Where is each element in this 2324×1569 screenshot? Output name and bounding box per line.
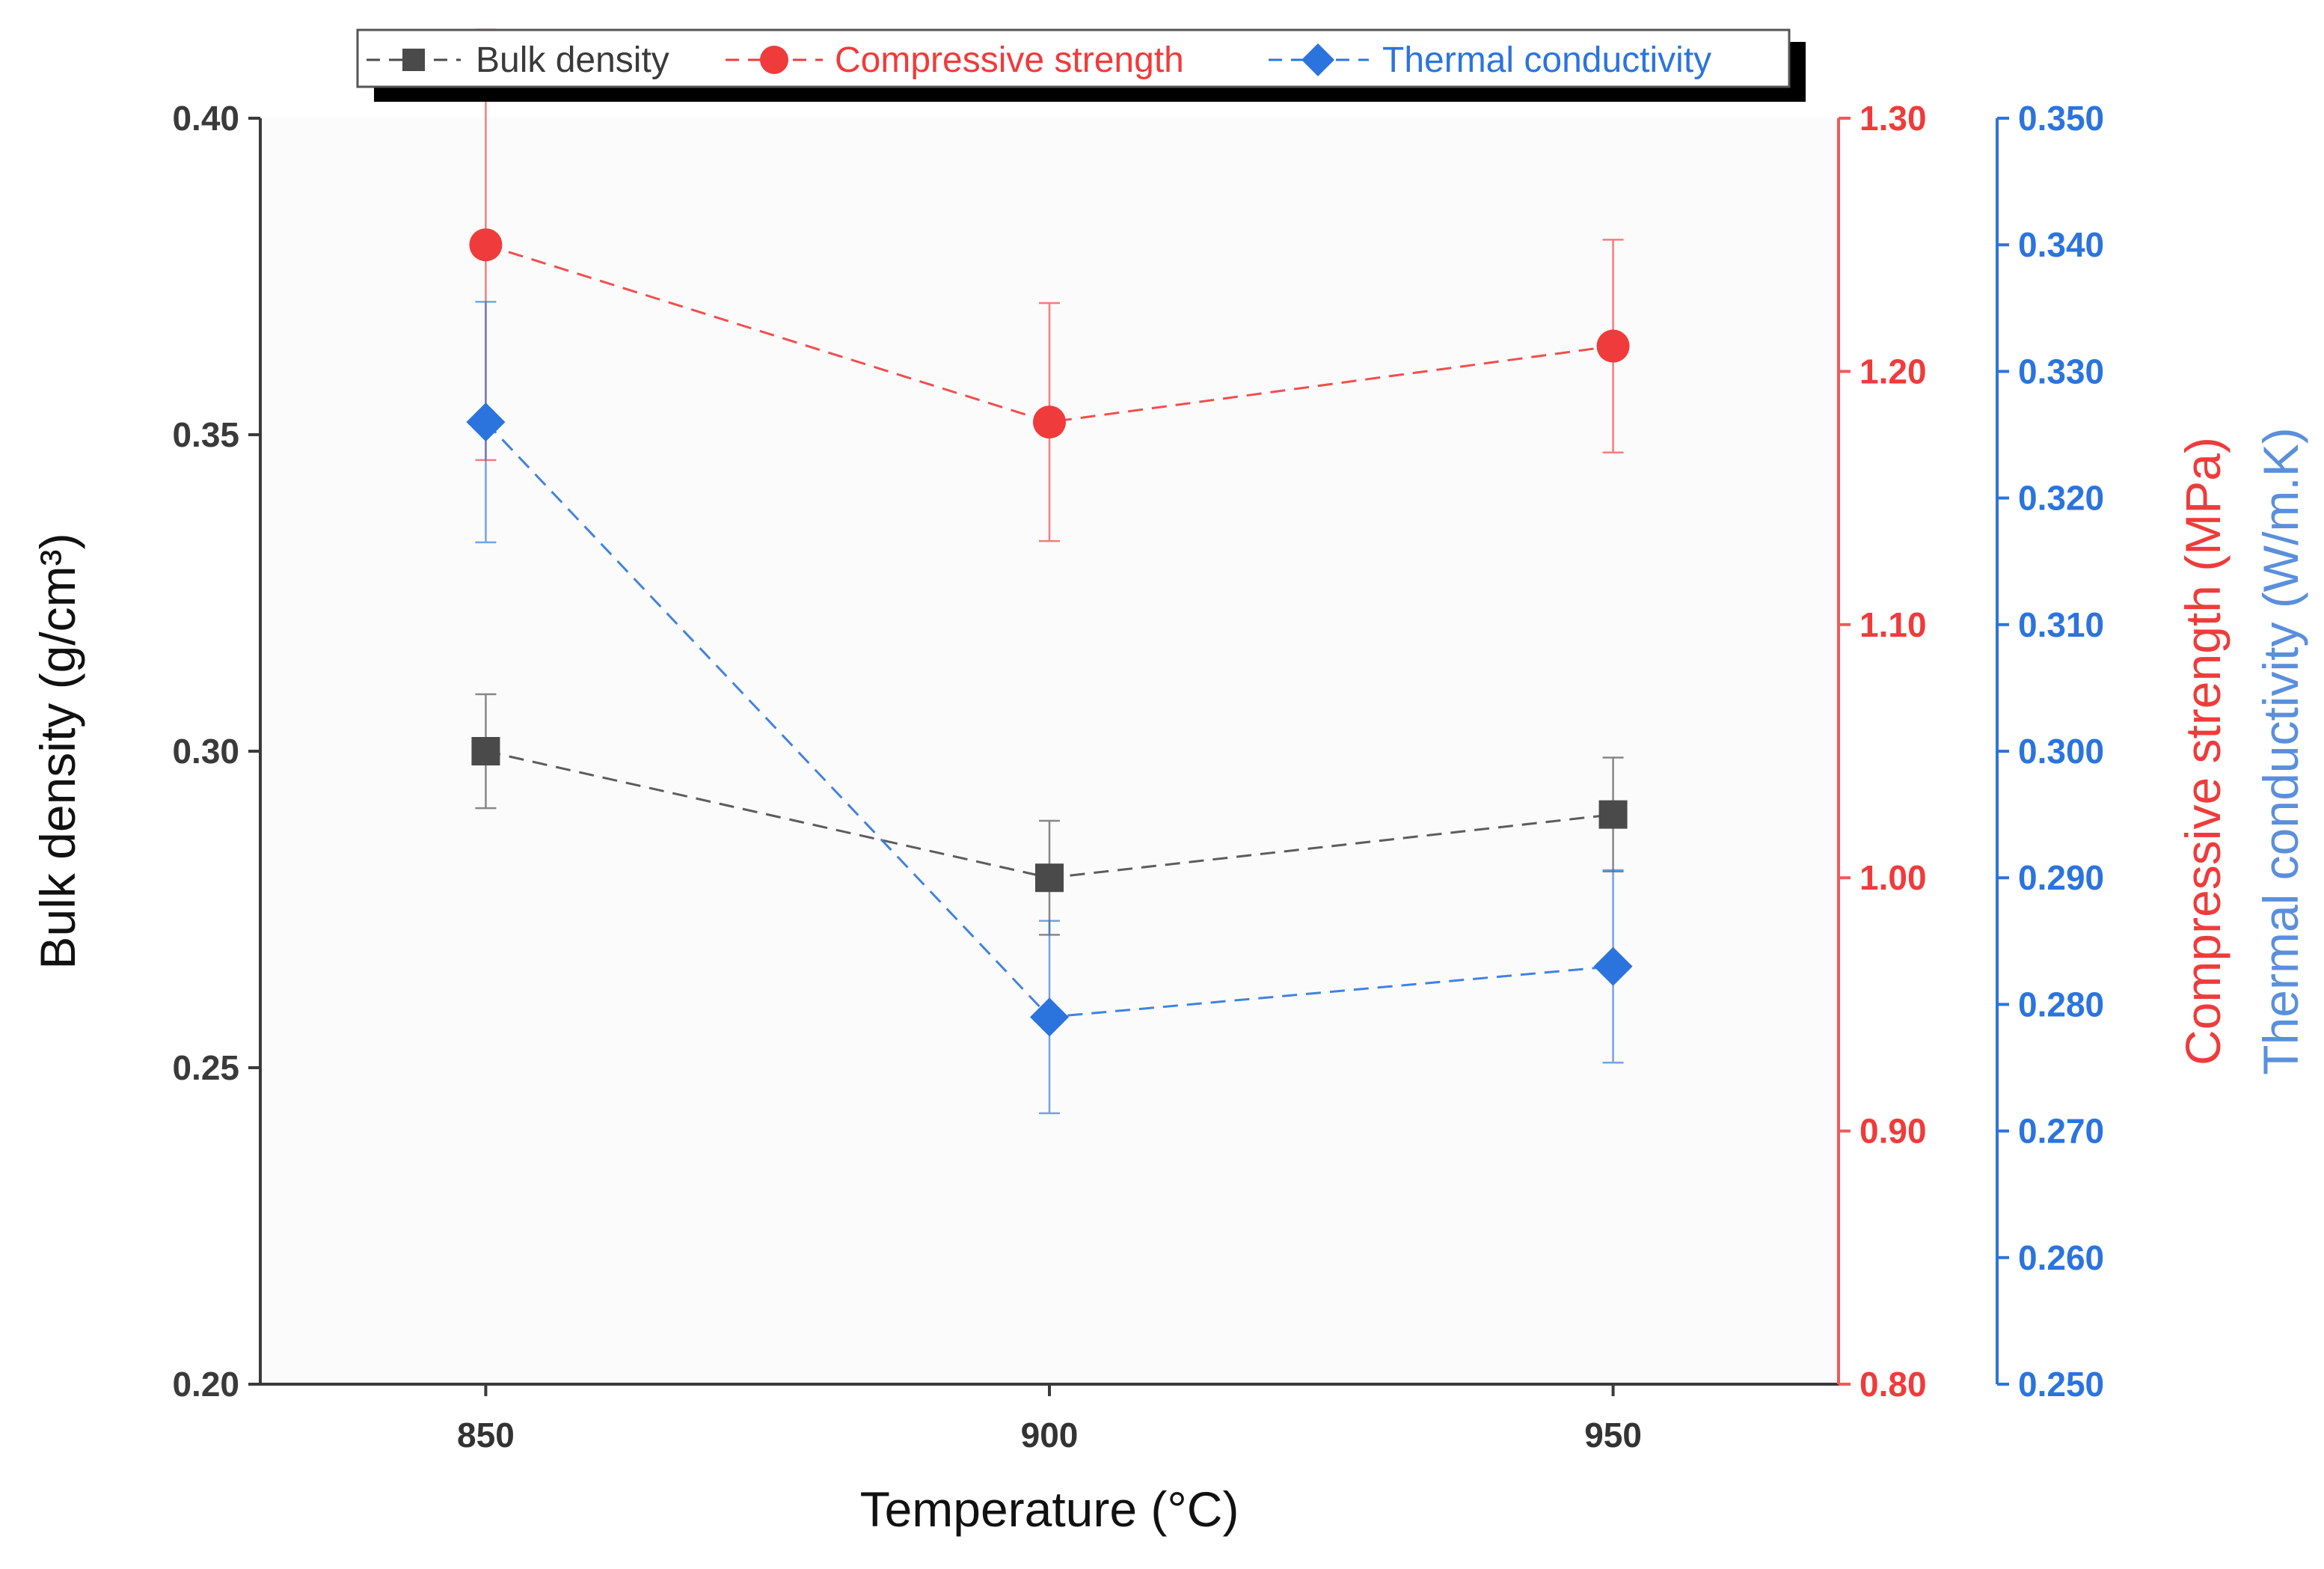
left-y-tick-label: 0.25 xyxy=(172,1048,239,1087)
data-point-bulk-density xyxy=(1598,800,1628,829)
left-y-tick-label: 0.20 xyxy=(172,1365,239,1404)
right-y-tick-label-thermal: 0.300 xyxy=(2018,732,2104,771)
x-tick-label: 950 xyxy=(1584,1416,1642,1455)
right-y-tick-label-compressive: 1.00 xyxy=(1859,858,1927,897)
right-y-tick-label-thermal: 0.330 xyxy=(2018,352,2104,391)
left-y-tick-label: 0.40 xyxy=(172,99,239,138)
right-y-tick-label-thermal: 0.310 xyxy=(2018,605,2104,644)
right-y-tick-label-thermal: 0.320 xyxy=(2018,479,2104,518)
right-y-tick-label-thermal: 0.280 xyxy=(2018,985,2104,1024)
legend-label-thermal-conductivity: Thermal conductivity xyxy=(1382,40,1711,80)
legend-label-compressive-strength: Compressive strength xyxy=(835,40,1184,80)
left-y-tick-label: 0.30 xyxy=(172,732,239,771)
left-y-tick-label: 0.35 xyxy=(172,415,239,454)
data-point-bulk-density xyxy=(1035,863,1064,893)
data-point-compressive-strength xyxy=(1596,329,1630,363)
left-axis-title: Bulk density (g/cm³) xyxy=(30,533,85,969)
data-point-compressive-strength xyxy=(1033,406,1066,439)
right-y-tick-label-thermal: 0.290 xyxy=(2018,858,2104,897)
right-y-tick-label-thermal: 0.350 xyxy=(2018,99,2104,138)
legend-label-bulk-density: Bulk density xyxy=(476,40,669,80)
right-axis-title-thermal: Thermal conductivity (W/m.K) xyxy=(2253,427,2308,1074)
data-point-thermal-conductivity xyxy=(1593,946,1633,986)
right-y-tick-label-compressive: 1.10 xyxy=(1859,605,1927,644)
right-y-tick-label-thermal: 0.340 xyxy=(2018,225,2104,264)
data-point-compressive-strength xyxy=(469,228,503,262)
right-y-tick-label-compressive: 0.80 xyxy=(1859,1365,1927,1404)
series-line-compressive-strength xyxy=(485,243,1613,423)
x-tick-label: 900 xyxy=(1021,1416,1079,1455)
legend-box xyxy=(356,28,1791,88)
right-y-tick-label-compressive: 1.20 xyxy=(1859,352,1927,391)
right-y-tick-label-thermal: 0.260 xyxy=(2018,1238,2104,1277)
right-y-tick-label-thermal: 0.250 xyxy=(2018,1365,2104,1404)
right-axis-title-compressive: Compressive strength (MPa) xyxy=(2175,437,2231,1065)
x-axis-title: Temperature (°C) xyxy=(860,1481,1239,1537)
legend-marker-bulk-density xyxy=(402,49,425,71)
x-tick-label: 850 xyxy=(457,1416,515,1455)
data-point-thermal-conductivity xyxy=(466,403,506,442)
legend-marker-thermal-conductivity xyxy=(1301,43,1334,76)
right-y-tick-label-compressive: 0.90 xyxy=(1859,1112,1927,1151)
data-point-bulk-density xyxy=(471,737,500,765)
right-y-tick-label-thermal: 0.270 xyxy=(2018,1112,2104,1151)
right-y-tick-label-compressive: 1.30 xyxy=(1859,99,1927,138)
legend: Bulk density Compressive strength Therma… xyxy=(356,28,1806,102)
data-point-thermal-conductivity xyxy=(1030,997,1069,1037)
legend-marker-compressive-strength xyxy=(760,46,788,74)
